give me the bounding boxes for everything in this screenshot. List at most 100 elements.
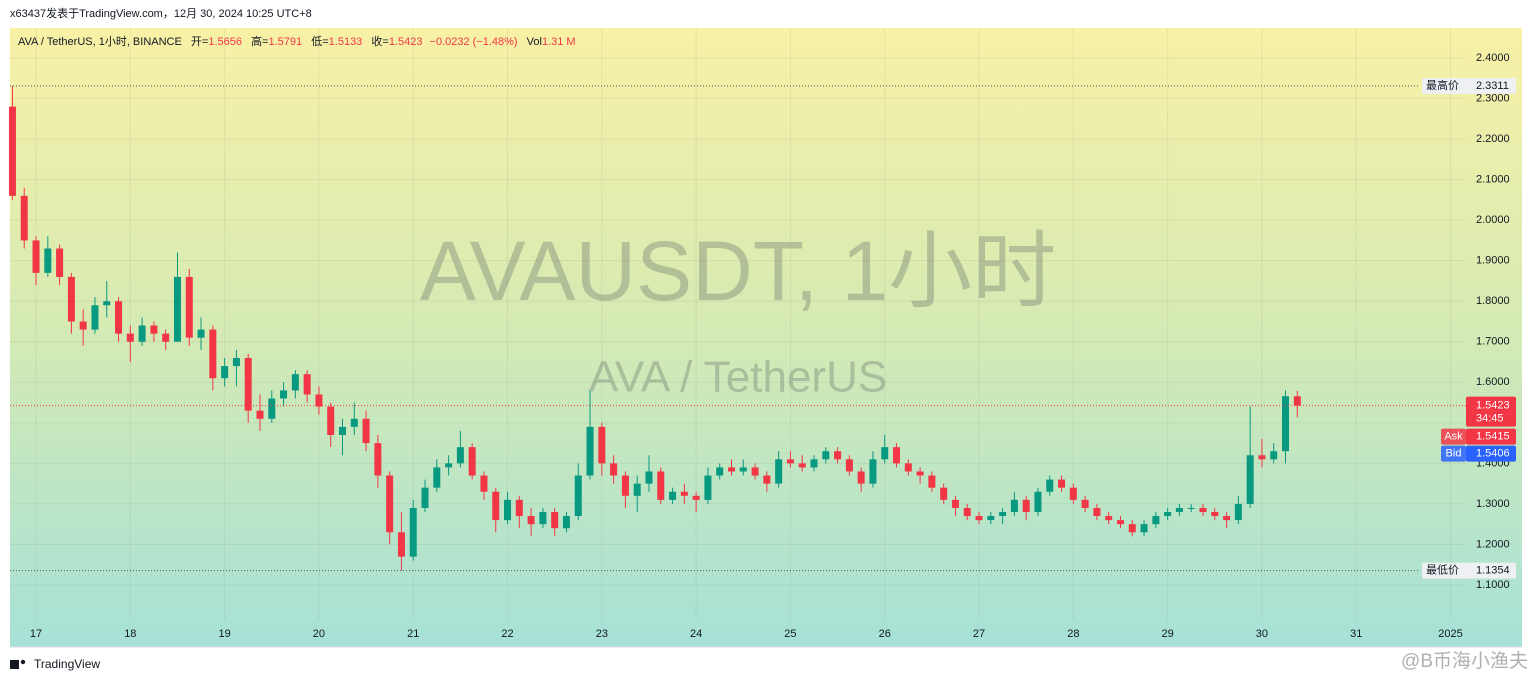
y-tick-label: 2.3000 (1476, 92, 1510, 104)
candle-body (763, 475, 771, 484)
candle-body (480, 475, 488, 492)
candle-body (775, 459, 783, 484)
candle-body (79, 321, 87, 330)
candle-body (1069, 487, 1077, 500)
candle-body (8, 106, 16, 196)
candle-body (150, 325, 158, 334)
legend: AVA / TetherUS, 1小时, BINANCE 开=1.5656 高=… (18, 34, 576, 48)
candle-body (1199, 507, 1207, 513)
candle-body (704, 475, 712, 500)
y-tick-label: 2.2000 (1476, 133, 1510, 145)
bid-value-bg (1466, 445, 1516, 462)
candle-body (1175, 507, 1183, 513)
legend-title: AVA / TetherUS, 1小时, BINANCE (18, 35, 182, 48)
candle-body (173, 276, 181, 342)
candle-body (256, 410, 264, 419)
legend-close: 1.5423 (389, 36, 423, 48)
candle-body (727, 467, 735, 472)
candle-body (138, 325, 146, 342)
candle-body (268, 398, 276, 419)
x-tick-label: 25 (784, 628, 796, 640)
y-tick-label: 1.6000 (1476, 376, 1510, 388)
legend-label: 开= (191, 36, 208, 48)
candle-body (1152, 516, 1160, 525)
candle-body (669, 491, 677, 500)
ask-value: 1.5415 (1476, 431, 1510, 443)
candle-body (1282, 396, 1290, 452)
candle-body (504, 499, 512, 521)
footer-watermark: @B币海小渔夫 (1401, 650, 1528, 672)
bid-value: 1.5406 (1476, 448, 1510, 460)
candle-body (56, 248, 64, 277)
footer-brand: TradingView (34, 657, 100, 671)
candle-body (1293, 396, 1301, 406)
candle-body (657, 471, 665, 500)
candle-body (1116, 520, 1124, 525)
candle-body (456, 447, 464, 464)
candle-body (185, 276, 193, 338)
candle-body (527, 516, 535, 525)
candle-body (904, 463, 912, 472)
candle-body (633, 483, 641, 496)
y-tick-label: 2.4000 (1476, 52, 1510, 64)
logo-icon (10, 660, 19, 669)
candle-body (350, 418, 358, 427)
bid-label-bg (1441, 445, 1466, 462)
x-tick-label: 21 (407, 628, 419, 640)
x-tick-label: 26 (879, 628, 891, 640)
attribution: x63437发表于TradingView.com，12月 30, 2024 10… (10, 6, 312, 20)
candle-body (468, 447, 476, 476)
candle-body (857, 471, 865, 484)
candle-body (940, 487, 948, 500)
bid-label: Bid (1446, 448, 1462, 460)
price-axis: 1.10001.20001.30001.40001.50001.60001.70… (30, 52, 1516, 640)
candle-body (362, 418, 370, 444)
candle-body (1187, 507, 1195, 509)
candle-body (692, 495, 700, 500)
candle-body (1246, 455, 1254, 504)
legend-label: 低= (311, 35, 328, 48)
candle-body (1128, 524, 1136, 533)
candle-body (209, 329, 217, 379)
candle-body (1058, 479, 1066, 488)
legend-high: 1.5791 (269, 36, 303, 48)
x-tick-label: 23 (596, 628, 608, 640)
y-tick-label: 2.0000 (1476, 214, 1510, 226)
y-tick-label: 1.7000 (1476, 336, 1510, 348)
extreme-value: 2.3311 (1476, 80, 1509, 92)
candle-body (315, 394, 323, 407)
last-price-bg (1466, 396, 1516, 427)
candle-body (1105, 516, 1113, 521)
legend-low: 1.5133 (329, 36, 363, 48)
x-tick-label: 30 (1256, 628, 1268, 640)
candle-body (610, 463, 618, 476)
candle-body (327, 406, 335, 435)
x-tick-label: 19 (219, 628, 231, 640)
candle-body (1211, 512, 1219, 517)
x-tick-label: 2025 (1438, 628, 1462, 640)
y-tick-label: 1.8000 (1476, 295, 1510, 307)
candle-body (1010, 499, 1018, 513)
candle-body (1270, 451, 1278, 460)
x-tick-label: 22 (501, 628, 513, 640)
candle-body (822, 451, 830, 460)
candle-body (67, 276, 75, 322)
y-tick-label: 1.3000 (1476, 498, 1510, 510)
candle-body (339, 426, 347, 435)
candle-body (409, 507, 417, 557)
candle-body (586, 426, 594, 476)
candle-body (433, 467, 441, 488)
logo-icon (20, 659, 26, 665)
candle-body (869, 459, 877, 484)
y-tick-label: 1.1000 (1476, 579, 1510, 591)
candle-body (280, 390, 288, 399)
candle-body (386, 475, 394, 533)
candle-body (221, 366, 229, 379)
candle-body (515, 499, 523, 517)
candle-body (1223, 516, 1231, 521)
candle-body (621, 475, 629, 496)
chart-background (10, 28, 1522, 647)
candle-body (562, 516, 570, 529)
countdown: 34:45 (1476, 413, 1504, 425)
